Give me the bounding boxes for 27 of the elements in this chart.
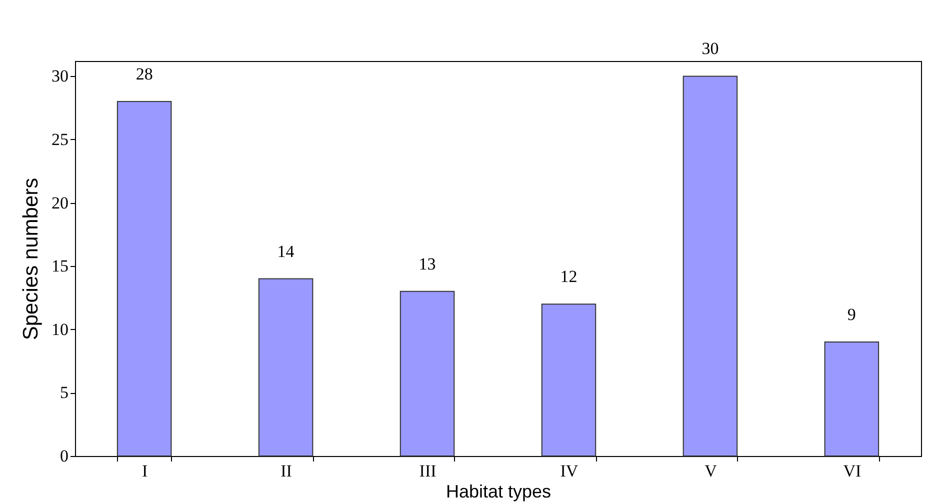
y-tick-label: 5 (60, 383, 68, 402)
bar (824, 342, 880, 456)
x-tick-label: III (419, 462, 437, 480)
y-tick-label: 10 (52, 320, 68, 339)
y-axis-title: Species numbers (20, 178, 42, 340)
y-tick-label: 15 (52, 256, 68, 276)
x-axis-title: Habitat types (446, 482, 552, 502)
x-tick-label: II (280, 462, 292, 480)
y-tick-label: 25 (52, 130, 68, 149)
x-tick-label: I (142, 462, 148, 480)
data-label: 9 (847, 305, 856, 324)
y-tick-label: 0 (60, 446, 68, 466)
data-label: 30 (702, 39, 719, 58)
x-tick-label: V (704, 462, 718, 480)
x-tick-label: IV (560, 462, 579, 480)
data-label: 14 (277, 242, 295, 261)
x-tick-label: VI (843, 462, 862, 480)
bar (541, 304, 596, 456)
bar (682, 76, 738, 456)
data-label: 12 (560, 267, 578, 286)
bar (258, 278, 314, 456)
data-label: 13 (418, 254, 436, 274)
bar (116, 101, 172, 456)
bar (400, 290, 455, 456)
y-tick-label: 30 (52, 66, 68, 86)
data-label: 28 (136, 64, 153, 84)
y-tick-label: 20 (52, 193, 68, 212)
